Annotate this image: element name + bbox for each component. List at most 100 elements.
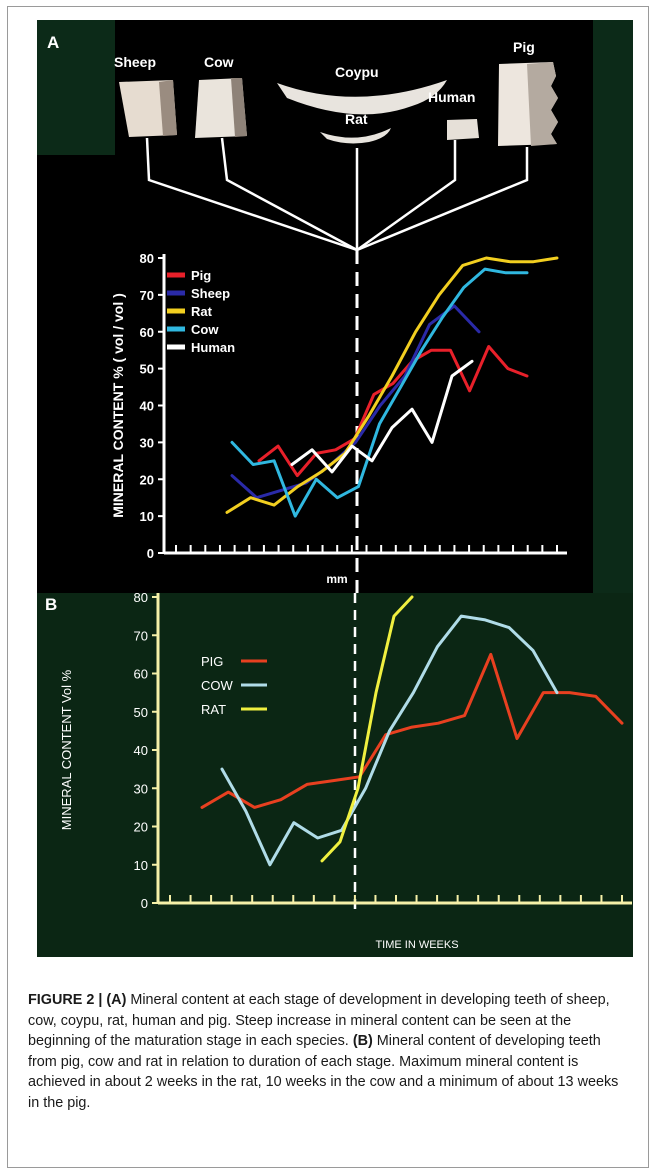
data-point (378, 423, 381, 425)
series-line-cow (220, 614, 559, 867)
data-point (249, 496, 252, 499)
data-point (258, 460, 260, 462)
y-tick-label: 30 (134, 781, 148, 796)
series-line-pig (257, 345, 529, 478)
legend-label-cow: COW (201, 678, 234, 693)
y-tick-label: 70 (134, 628, 148, 643)
data-point (227, 791, 230, 793)
data-point (336, 496, 339, 499)
coypu-tooth-image (277, 80, 447, 115)
chart-a-plot: 0 10 20 30 40 50 60 70 80 MINERAL CONTENT % ( vol… (110, 251, 567, 586)
figure-caption: FIGURE 2 | (A) Mineral content at each s… (28, 990, 628, 1113)
data-point (391, 426, 393, 429)
caption-prefix: FIGURE 2 | (28, 992, 107, 1008)
label-pig: Pig (513, 39, 535, 55)
data-point (340, 829, 343, 832)
data-point (231, 441, 233, 444)
data-point (306, 783, 308, 786)
legend-label-pig: Pig (191, 268, 211, 283)
data-point (478, 331, 480, 333)
data-point (568, 691, 571, 694)
data-point (315, 478, 318, 481)
series-line-human (290, 359, 474, 474)
data-point (273, 460, 275, 462)
series-line-rat (320, 595, 414, 863)
data-point (556, 257, 558, 259)
y-tick-label: 40 (134, 743, 148, 758)
human-tooth-image (447, 119, 479, 140)
data-point (351, 445, 353, 447)
data-point (412, 691, 415, 694)
data-point (367, 415, 370, 418)
data-point (357, 485, 360, 488)
data-point (316, 837, 319, 839)
data-point (280, 489, 283, 492)
data-point (463, 286, 465, 289)
data-point (273, 504, 275, 506)
data-point (339, 841, 341, 843)
data-point (332, 779, 335, 782)
x-axis-title: TIME IN WEEKS (375, 939, 458, 951)
y-tick-label: 20 (134, 820, 148, 835)
data-point (507, 367, 509, 370)
y-tick-label: 80 (140, 251, 154, 266)
data-point (371, 460, 373, 462)
legend-label-human: Human (191, 340, 235, 355)
y-tick-label: 70 (140, 288, 154, 303)
data-point (430, 349, 433, 352)
data-point (508, 626, 510, 629)
panel-b: B 0 10 20 30 40 50 60 70 80 MINERAL CONTENT Vol %… (37, 590, 633, 957)
data-point (277, 445, 279, 447)
legend-label-rat: RAT (201, 702, 226, 717)
legend-label-pig: PIG (201, 654, 223, 669)
data-point (226, 511, 228, 514)
y-tick-label: 80 (134, 593, 148, 605)
data-point (461, 264, 464, 267)
data-point (490, 653, 492, 656)
data-point (331, 471, 333, 473)
photo-background (37, 20, 115, 155)
caption-a-tag: (A) (106, 992, 127, 1008)
legend-label-sheep: Sheep (191, 286, 230, 301)
data-point (354, 441, 357, 444)
data-point (431, 441, 433, 444)
data-point (487, 345, 490, 348)
data-point (526, 272, 528, 274)
label-sheep: Sheep (114, 54, 156, 70)
label-human: Human (428, 89, 475, 105)
data-point (393, 615, 395, 617)
data-point (399, 386, 402, 388)
data-point (460, 615, 463, 617)
data-point (379, 404, 382, 407)
series-line-sheep (230, 304, 481, 500)
data-point (484, 619, 487, 621)
data-point (468, 390, 471, 392)
data-point (392, 382, 394, 385)
data-point (334, 449, 337, 451)
data-point (532, 649, 534, 652)
data-point (595, 695, 597, 698)
data-point (436, 645, 439, 648)
data-point (391, 375, 393, 377)
y-tick-label: 30 (140, 435, 154, 450)
data-point (321, 860, 323, 862)
y-tick-label: 0 (147, 546, 154, 561)
data-point (252, 463, 254, 466)
data-point (375, 691, 377, 694)
y-tick-label: 0 (141, 896, 148, 911)
data-point (438, 294, 440, 296)
data-point (201, 806, 203, 809)
data-point (231, 474, 233, 477)
data-point (526, 375, 528, 377)
data-point (542, 691, 545, 694)
data-point (388, 730, 391, 732)
data-point (253, 806, 256, 809)
tooth-connectors (145, 137, 529, 252)
data-point (411, 408, 413, 411)
data-point (294, 515, 297, 517)
data-point (320, 471, 323, 473)
data-point (280, 798, 282, 801)
series-line-pig (200, 652, 624, 809)
data-point (463, 714, 466, 717)
caption-a-text: Mineral content at each stage of develop… (28, 992, 610, 1049)
